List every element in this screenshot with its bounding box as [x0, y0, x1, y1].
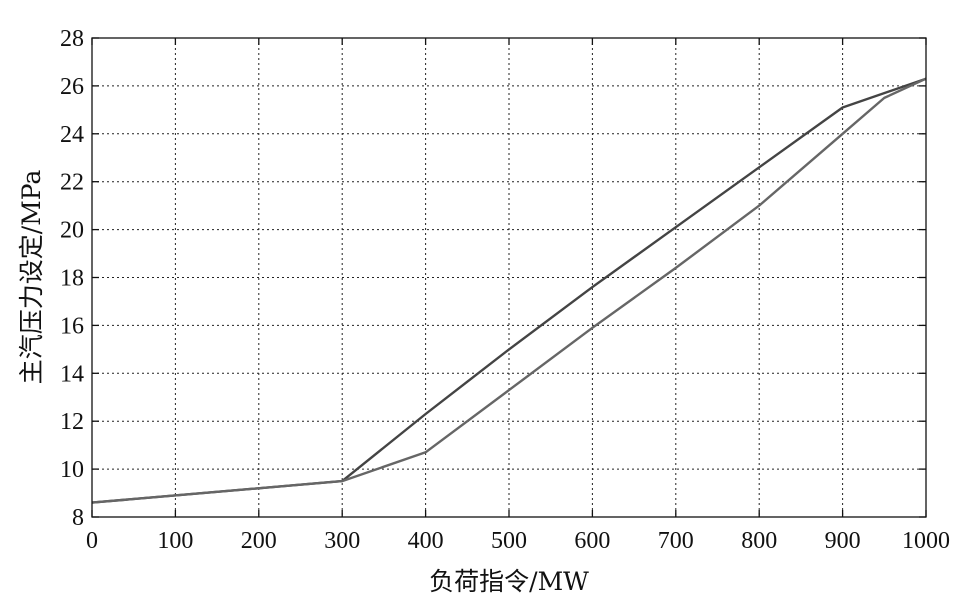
- y-tick-labels: 8 10 12 14 16 18 20 22 24 26 28: [60, 26, 84, 531]
- x-tick-label: 500: [491, 528, 527, 554]
- y-tick-label: 18: [60, 266, 84, 292]
- x-tick-labels: 0 100 200 300 400 500 600 700 800 900 1000: [86, 528, 950, 554]
- x-tick-label: 1000: [902, 528, 950, 554]
- series-line-1: [91, 77, 927, 504]
- x-tick-label: 900: [825, 528, 861, 554]
- y-tick-label: 20: [60, 218, 84, 244]
- x-tick-label: 100: [157, 528, 193, 554]
- y-tick-label: 10: [60, 457, 84, 483]
- x-tick-label: 700: [658, 528, 694, 554]
- y-tick-label: 24: [60, 122, 84, 148]
- y-tick-label: 8: [72, 505, 84, 531]
- x-tick-label: 300: [324, 528, 360, 554]
- y-tick-label: 16: [60, 313, 84, 339]
- x-tick-label: 200: [241, 528, 277, 554]
- y-tick-label: 22: [60, 170, 84, 196]
- grid: [92, 38, 926, 517]
- x-axis-title: 负荷指令/MW: [429, 567, 589, 596]
- series-line-2: [91, 77, 927, 504]
- series-lines: [91, 77, 927, 504]
- y-tick-label: 14: [60, 361, 84, 387]
- x-tick-label: 0: [86, 528, 98, 554]
- x-tick-label: 400: [408, 528, 444, 554]
- y-tick-label: 12: [60, 409, 84, 435]
- x-tick-label: 600: [574, 528, 610, 554]
- y-tick-label: 26: [60, 74, 84, 100]
- x-tick-label: 800: [741, 528, 777, 554]
- axis-ticks: [91, 37, 927, 518]
- y-tick-label: 28: [60, 26, 84, 52]
- y-axis-title: 主汽压力设定/MPa: [17, 170, 46, 385]
